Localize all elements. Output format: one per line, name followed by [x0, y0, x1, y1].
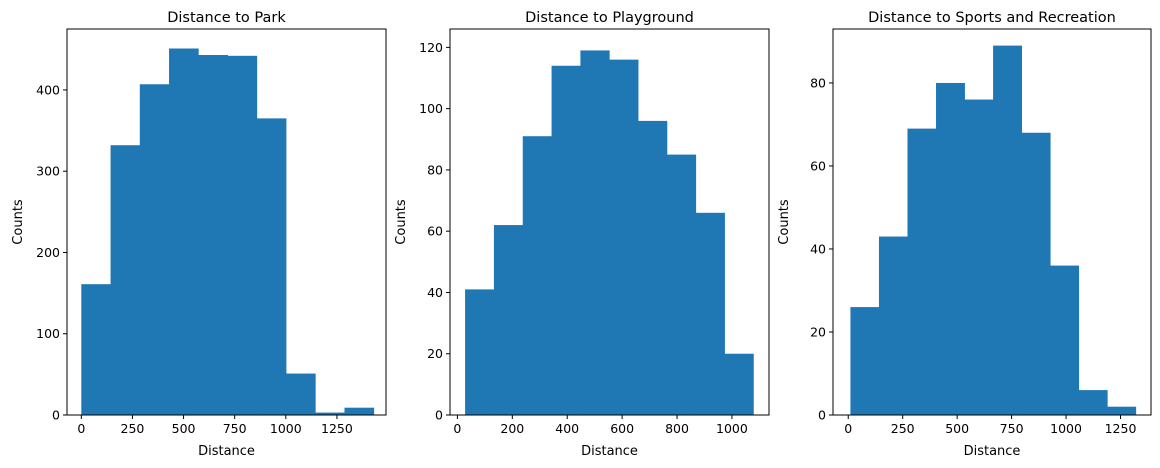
y-tick-label: 20 — [810, 324, 826, 339]
x-tick-label: 1000 — [716, 421, 748, 436]
y-tick-label: 80 — [810, 75, 826, 90]
x-axis-label: Distance — [581, 444, 638, 459]
chart-panel-3: 0 250 500 750 1000 1250 0 20 40 60 80 Distance to S… — [777, 10, 1152, 459]
axes-frame — [832, 28, 1152, 416]
chart-title: Distance to Sports and Recreation — [868, 10, 1116, 26]
histogram-bar — [256, 118, 287, 415]
histogram-bar — [493, 225, 524, 415]
y-tick-label: 300 — [36, 164, 60, 179]
y-tick-label: 400 — [36, 82, 60, 97]
histogram-bar — [666, 154, 697, 415]
histogram-bar — [169, 48, 199, 415]
y-tick-label: 100 — [36, 326, 60, 341]
x-tick-label: 750 — [1000, 421, 1024, 436]
y-axis-label: Counts — [394, 199, 409, 245]
x-tick-label: 500 — [172, 421, 196, 436]
histogram-bar — [110, 145, 141, 415]
histogram-bar — [1021, 132, 1051, 415]
histogram-bar — [964, 99, 994, 415]
y-axis-label: Counts — [777, 199, 792, 245]
histogram-bar — [1107, 406, 1137, 415]
histogram-bar — [1050, 265, 1080, 415]
y-tick-label: 60 — [427, 224, 443, 239]
histogram-bar — [81, 284, 111, 415]
x-tick-label: 750 — [223, 421, 247, 436]
histogram-bar — [580, 50, 610, 415]
y-tick-label: 200 — [36, 245, 60, 260]
x-tick-label: 0 — [844, 421, 852, 436]
y-tick-label: 40 — [810, 241, 826, 256]
histogram-bar — [850, 307, 880, 415]
chart-panel-2: 0 200 400 600 800 1000 0 20 40 60 80 100 120 Distance… — [394, 10, 770, 459]
histogram-bar — [724, 353, 754, 415]
y-tick-label: 40 — [427, 285, 443, 300]
x-tick-label: 400 — [555, 421, 579, 436]
chart-title: Distance to Playground — [525, 10, 694, 26]
y-tick-label: 0 — [52, 408, 60, 423]
histogram-bar — [465, 289, 495, 415]
histogram-bar — [936, 82, 965, 416]
histogram-bar — [907, 128, 937, 416]
y-axis-label: Counts — [11, 199, 26, 245]
y-tick-label: 80 — [427, 162, 443, 177]
histogram-bar — [695, 212, 725, 415]
y-tick-label: 20 — [427, 346, 443, 361]
histogram-bar — [522, 136, 552, 415]
histogram-bar — [609, 59, 639, 415]
axes-frame — [449, 28, 770, 416]
histogram-bar — [286, 373, 316, 415]
histogram-bar — [551, 65, 581, 415]
y-tick-label: 100 — [419, 101, 443, 116]
y-tick-label: 0 — [435, 408, 443, 423]
histogram-bar — [878, 236, 908, 415]
x-tick-label: 250 — [121, 421, 145, 436]
x-tick-label: 1250 — [321, 421, 353, 436]
x-tick-label: 1250 — [1105, 421, 1137, 436]
histogram-bar — [344, 407, 375, 415]
y-tick-label: 120 — [419, 40, 443, 55]
chart-panel-1: 0 250 500 750 1000 1250 0 100 200 300 400 Distance … — [11, 10, 387, 459]
x-tick-label: 0 — [77, 421, 85, 436]
x-tick-label: 800 — [665, 421, 689, 436]
histogram-bar — [315, 412, 345, 415]
histogram-bar — [993, 45, 1023, 415]
x-tick-label: 250 — [891, 421, 915, 436]
chart-title: Distance to Park — [167, 10, 286, 26]
x-tick-label: 600 — [610, 421, 634, 436]
histogram-bar — [139, 84, 170, 415]
x-tick-label: 200 — [500, 421, 524, 436]
x-tick-label: 0 — [453, 421, 461, 436]
x-tick-label: 1000 — [270, 421, 302, 436]
x-tick-label: 1000 — [1050, 421, 1082, 436]
histogram-bar — [1078, 390, 1108, 415]
x-axis-label: Distance — [964, 444, 1021, 459]
y-tick-label: 60 — [810, 158, 826, 173]
histogram-bar — [638, 120, 668, 416]
y-tick-label: 0 — [818, 408, 826, 423]
axes-frame — [66, 28, 387, 416]
histogram-bar — [227, 55, 258, 415]
x-axis-label: Distance — [198, 444, 255, 459]
x-tick-label: 500 — [945, 421, 969, 436]
histogram-bar — [198, 55, 228, 415]
